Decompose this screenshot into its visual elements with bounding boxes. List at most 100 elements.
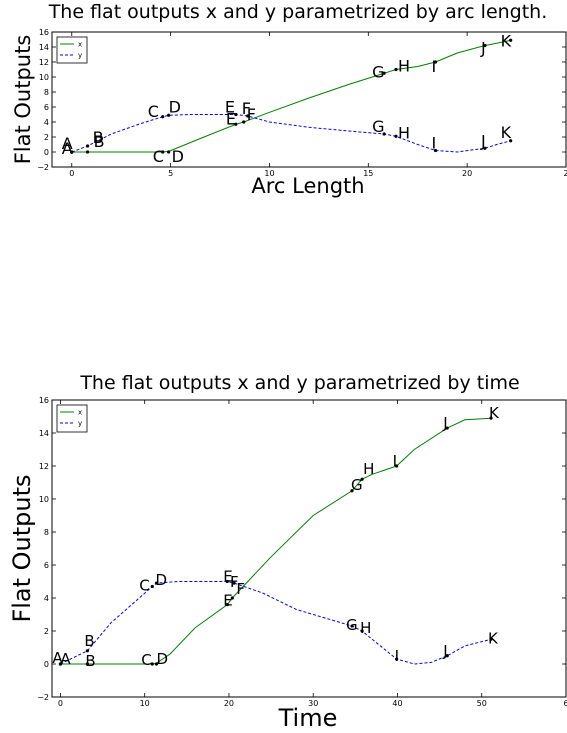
y-tick-label: 10 [39, 73, 49, 82]
annotation-label: E [225, 98, 235, 117]
annotation-point [433, 60, 438, 64]
x-axis-label: Time [278, 704, 338, 732]
y-tick-label: 2 [44, 627, 49, 636]
annotation-point [509, 139, 513, 143]
annotation-point [167, 113, 171, 117]
legend-label-x: x [78, 41, 82, 49]
x-tick-label: 0 [58, 699, 63, 708]
annotation-point [167, 150, 171, 154]
plot-frame [51, 31, 567, 168]
annotation-point [85, 144, 90, 148]
annotation-label: D [169, 97, 181, 116]
y-tick-label: 8 [44, 528, 49, 537]
annotation-label: F [242, 99, 251, 118]
annotation-point [70, 150, 74, 154]
y-tick-label: 16 [39, 396, 49, 405]
y-tick-label: 8 [44, 88, 49, 97]
annotation-label: I [432, 57, 437, 76]
annotation-point [483, 43, 487, 48]
legend-label-x: x [78, 409, 82, 417]
y-tick-label: 14 [39, 43, 49, 52]
y-tick-label: 14 [39, 429, 49, 438]
x-tick-label: 2 [563, 169, 567, 178]
annotation-point [85, 662, 89, 666]
annotation-label: K [501, 123, 512, 142]
annotation-label: H [363, 460, 374, 478]
annotation-label: J [442, 642, 447, 660]
annotation-label: J [442, 414, 447, 432]
x-tick-label: 30 [308, 699, 318, 708]
annotation-label: F [247, 105, 256, 124]
annotation-label: I [432, 134, 437, 153]
x-tick-label: 10 [264, 169, 274, 178]
annotation-point [445, 426, 449, 430]
annotation-label: B [84, 632, 94, 650]
annotation-label: E [223, 592, 232, 610]
annotation-label: A [60, 650, 71, 668]
annotation-label: G [372, 117, 384, 136]
annotation-label: K [488, 629, 499, 647]
x-tick-label: 15 [363, 169, 373, 178]
annotation-point [85, 150, 90, 154]
annotation-point [395, 657, 399, 661]
legend-label-y: y [78, 52, 82, 60]
annotation-point [509, 38, 513, 42]
series-line-x [60, 417, 492, 665]
annotation-label: E [226, 109, 236, 128]
x-tick-label: 6 [563, 699, 567, 708]
annotation-point [360, 477, 364, 481]
annotation-label: D [156, 650, 168, 668]
annotation-label: G [351, 476, 363, 494]
chart-1: The flat outputs x and y parametrized by… [11, 1, 567, 198]
annotation-label: B [93, 128, 104, 147]
legend-box [56, 404, 88, 433]
series-line-x [71, 39, 511, 153]
annotation-point [154, 662, 159, 666]
annotation-label: J [480, 131, 486, 150]
annotation-point [230, 596, 234, 600]
annotation-label: I [393, 452, 397, 470]
annotation-label: B [94, 132, 105, 151]
series-line-y [60, 581, 492, 665]
chart-title: The flat outputs x and y parametrized by… [79, 372, 519, 394]
annotation-label: F [230, 573, 239, 591]
annotation-label: C [148, 102, 159, 121]
annotation-label: J [480, 39, 486, 58]
annotation-point [234, 122, 238, 126]
annotation-point [246, 114, 250, 118]
y-tick-label: 0 [44, 660, 49, 669]
annotation-label: E [223, 568, 232, 586]
annotation-point [483, 146, 487, 150]
annotation-label: F [236, 580, 245, 598]
annotation-label: I [395, 647, 399, 665]
annotation-point [225, 603, 229, 607]
y-tick-label: 2 [44, 133, 49, 142]
x-tick-label: 10 [140, 699, 150, 708]
annotation-point [394, 134, 398, 138]
annotation-point [161, 150, 165, 154]
y-tick-label: 6 [44, 103, 49, 112]
annotation-point [395, 464, 399, 468]
x-tick-label: 40 [392, 699, 402, 708]
annotation-label: H [360, 619, 371, 637]
annotation-point [433, 148, 438, 153]
annotation-point [360, 629, 364, 633]
x-tick-label: 20 [462, 169, 472, 178]
annotation-point [382, 71, 386, 75]
chart-2: The flat outputs x and y parametrized by… [8, 372, 567, 732]
annotation-point [150, 662, 154, 666]
annotation-label: G [372, 62, 384, 81]
y-tick-label: 16 [39, 28, 49, 37]
x-tick-label: 5 [168, 169, 173, 178]
annotation-label: B [85, 652, 95, 670]
annotation-label: A [62, 139, 73, 158]
annotation-point [85, 649, 89, 653]
x-tick-label: 50 [477, 699, 487, 708]
annotation-label: K [489, 404, 500, 422]
x-tick-label: 20 [224, 699, 234, 708]
annotation-label: C [139, 576, 149, 594]
y-tick-label: 4 [44, 118, 49, 127]
annotation-point [350, 489, 354, 493]
annotation-point [232, 581, 236, 585]
y-tick-label: 10 [39, 495, 49, 504]
